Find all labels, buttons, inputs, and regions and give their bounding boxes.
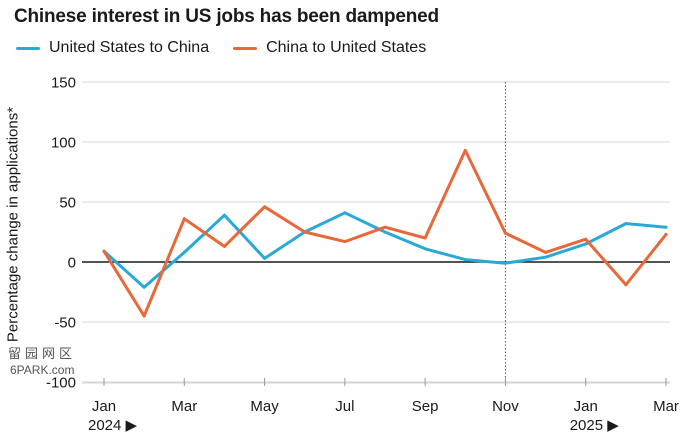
legend-label-china-to-us: China to United States [266, 39, 427, 56]
data-point [624, 283, 628, 287]
chart-title: Chinese interest in US jobs has been dam… [14, 6, 439, 27]
data-point [383, 230, 387, 234]
data-point [142, 314, 146, 318]
data-point [503, 231, 507, 235]
y-tick-label: -100 [46, 375, 76, 392]
data-point [664, 232, 668, 236]
legend-swatch-us-to-china [16, 46, 40, 50]
data-point [142, 285, 146, 289]
data-point [263, 205, 267, 209]
data-point [222, 244, 226, 248]
data-point [463, 148, 467, 152]
data-point [182, 217, 186, 221]
data-point [584, 242, 588, 246]
x-tick-label: Sep [412, 398, 439, 415]
data-point [182, 250, 186, 254]
x-tick-label: May [250, 398, 279, 415]
data-point [222, 213, 226, 217]
legend-swatch-china-to-us [233, 46, 258, 50]
data-point [544, 250, 548, 254]
x-tick-label: Jan [574, 398, 598, 415]
series-line-us-to-china [102, 211, 668, 289]
legend-item-china-to-us: China to United States [233, 39, 426, 57]
legend-item-us-to-china: United States to China [16, 39, 209, 57]
y-tick-label: 100 [51, 135, 76, 152]
data-point [303, 230, 307, 234]
data-point [343, 240, 347, 244]
data-point [544, 255, 548, 259]
y-tick-label: 0 [68, 255, 76, 272]
data-point [343, 211, 347, 215]
data-point [423, 247, 427, 251]
watermark-text: 留园网区 [8, 346, 76, 361]
x-tick-label: Jul [335, 398, 354, 415]
data-point [102, 249, 106, 253]
legend-label-us-to-china: United States to China [49, 39, 210, 56]
chart-legend: United States to China China to United S… [16, 39, 450, 57]
x-tick-label: Mar [653, 398, 679, 415]
y-tick-label: 150 [51, 75, 76, 92]
data-point [463, 258, 467, 262]
x-year-label: 2025 ▶ [570, 417, 620, 434]
x-tick-label: Jan [92, 398, 116, 415]
x-tick-label: Mar [171, 398, 197, 415]
data-point [383, 225, 387, 229]
y-tick-label: 50 [59, 195, 76, 212]
data-point [263, 256, 267, 260]
data-point [664, 225, 668, 229]
data-point [423, 236, 427, 240]
data-point [584, 237, 588, 241]
x-year-label: 2024 ▶ [88, 417, 138, 434]
data-point [503, 261, 507, 265]
watermark-site: 6PARK.com [10, 363, 74, 377]
y-tick-label: -50 [54, 315, 76, 332]
data-point [624, 222, 628, 226]
x-tick-label: Nov [492, 398, 519, 415]
